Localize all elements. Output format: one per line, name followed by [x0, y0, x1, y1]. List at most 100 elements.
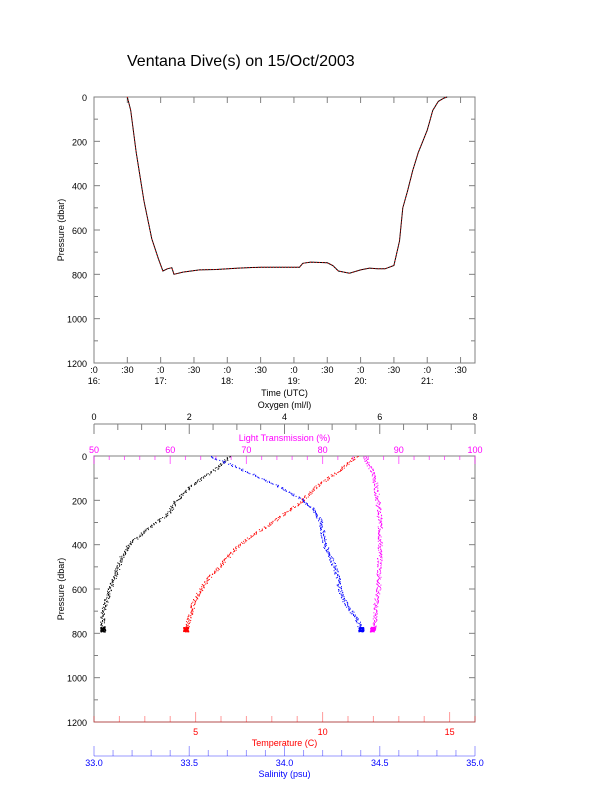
data-point: [238, 467, 240, 469]
data-point: [290, 510, 292, 512]
data-point: [322, 541, 324, 543]
data-point: [340, 597, 342, 599]
data-point: [381, 521, 383, 523]
data-point: [102, 606, 104, 608]
data-point: [284, 512, 286, 513]
data-point: [222, 460, 224, 462]
data-point: [333, 566, 335, 568]
data-point: [159, 521, 160, 523]
data-point: [380, 512, 381, 513]
data-point: [367, 458, 368, 460]
data-point: [374, 476, 376, 478]
data-point: [343, 596, 345, 598]
data-point: [376, 611, 377, 613]
data-point: [341, 466, 343, 468]
data-point: [242, 543, 244, 544]
data-point: [173, 508, 175, 510]
data-point: [380, 572, 382, 574]
data-point: [366, 457, 368, 459]
data-point: [377, 587, 378, 589]
data-point: [378, 507, 380, 509]
data-point: [108, 595, 110, 597]
data-point: [193, 599, 195, 600]
data-point: [330, 560, 332, 562]
data-point: [153, 524, 155, 526]
data-point: [376, 603, 378, 605]
x-tick-label: :0: [157, 365, 165, 375]
data-point: [374, 479, 376, 481]
data-point: [320, 482, 321, 484]
data-point: [381, 559, 383, 561]
data-point: [226, 557, 228, 559]
data-point: [299, 503, 301, 505]
data-point: [229, 456, 231, 458]
data-point: [321, 524, 323, 526]
pressure-line-black: [126, 96, 448, 275]
data-point: [303, 500, 305, 502]
data-point: [375, 625, 377, 627]
data-point: [377, 600, 379, 602]
data-point: [197, 479, 199, 481]
data-point: [346, 462, 348, 464]
data-point: [182, 494, 184, 496]
data-point: [326, 477, 328, 479]
data-point: [349, 609, 351, 610]
series-light-transmission: [363, 456, 383, 633]
data-point: [340, 587, 342, 589]
data-point: [198, 595, 200, 597]
data-point: [204, 475, 206, 477]
data-point: [330, 561, 332, 563]
data-point: [114, 575, 116, 577]
data-point: [377, 561, 379, 563]
data-point: [319, 524, 321, 526]
data-point: [363, 456, 365, 458]
data-point: [374, 485, 376, 487]
data-point: [222, 461, 224, 463]
data-point: [245, 541, 247, 543]
data-point: [381, 541, 383, 543]
data-point: [374, 605, 376, 607]
data-point: [308, 505, 310, 507]
data-point: [377, 510, 378, 512]
data-point: [321, 537, 323, 539]
data-point: [190, 607, 192, 609]
data-point: [207, 577, 209, 579]
data-point: [201, 589, 203, 591]
data-point: [201, 586, 203, 588]
data-point: [113, 576, 115, 578]
data-point: [377, 585, 379, 587]
data-point: [197, 595, 199, 597]
data-point: [151, 525, 153, 527]
data-point: [204, 581, 206, 583]
data-point: [190, 615, 192, 616]
data-point: [346, 464, 348, 466]
data-point: [374, 623, 375, 625]
data-point: [232, 553, 234, 555]
data-point: [340, 470, 341, 472]
data-point: [292, 494, 294, 496]
data-point: [379, 529, 381, 531]
data-point: [129, 546, 131, 548]
data-point: [334, 567, 336, 569]
data-point: [313, 508, 315, 510]
data-point: [377, 505, 379, 507]
transmission-tick-label: 90: [394, 445, 404, 455]
data-point: [117, 567, 119, 569]
data-point: [374, 620, 376, 621]
data-point: [378, 516, 380, 518]
data-point: [100, 617, 102, 619]
data-point: [319, 522, 321, 524]
data-point: [312, 490, 314, 492]
data-point: [348, 607, 350, 609]
data-point: [372, 628, 375, 631]
data-point: [316, 514, 318, 516]
data-point: [104, 626, 106, 628]
data-point: [365, 458, 367, 460]
x-tick-label: :0: [90, 365, 98, 375]
data-point: [351, 613, 353, 615]
data-point: [378, 506, 380, 508]
data-point: [328, 555, 329, 557]
data-point: [186, 630, 188, 633]
y-tick-label: 600: [72, 585, 87, 595]
data-point: [104, 599, 106, 601]
